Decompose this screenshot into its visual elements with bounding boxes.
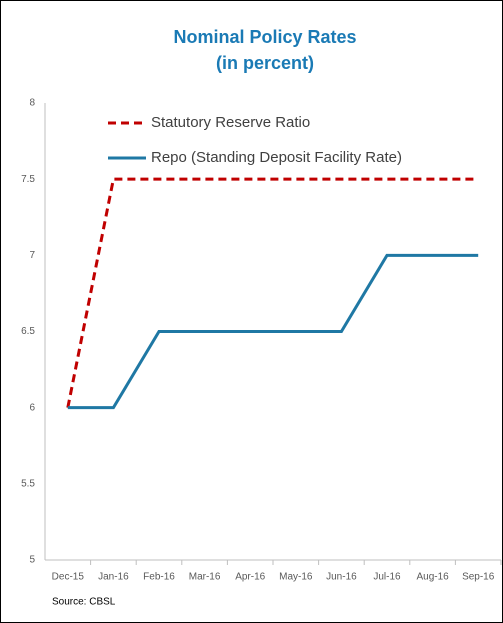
legend-label: Repo (Standing Deposit Facility Rate) xyxy=(151,149,402,166)
source-note: Source: CBSL xyxy=(52,597,116,608)
x-tick-label: May-16 xyxy=(279,572,313,583)
y-tick-label: 7.5 xyxy=(21,174,35,185)
y-tick-label: 6 xyxy=(29,402,35,413)
x-tick-label: Feb-16 xyxy=(143,572,175,583)
chart-subtitle: (in percent) xyxy=(216,53,314,73)
y-tick-label: 5.5 xyxy=(21,478,35,489)
x-tick-label: Dec-15 xyxy=(52,572,85,583)
series-line xyxy=(66,177,479,408)
x-tick-label: Aug-16 xyxy=(416,572,449,583)
y-tick-label: 7 xyxy=(29,250,35,261)
chart-title: Nominal Policy Rates xyxy=(173,27,356,47)
y-tick-label: 8 xyxy=(29,98,35,109)
x-tick-label: Sep-16 xyxy=(462,572,495,583)
x-tick-label: Jan-16 xyxy=(98,572,129,583)
x-tick-label: Apr-16 xyxy=(235,572,265,583)
x-tick-label: Mar-16 xyxy=(189,572,221,583)
series-line xyxy=(67,253,479,410)
legend-label: Statutory Reserve Ratio xyxy=(151,114,310,131)
y-tick-label: 6.5 xyxy=(21,326,35,337)
x-tick-label: Jun-16 xyxy=(326,572,357,583)
x-tick-label: Jul-16 xyxy=(373,572,401,583)
y-tick-label: 5 xyxy=(29,555,35,566)
